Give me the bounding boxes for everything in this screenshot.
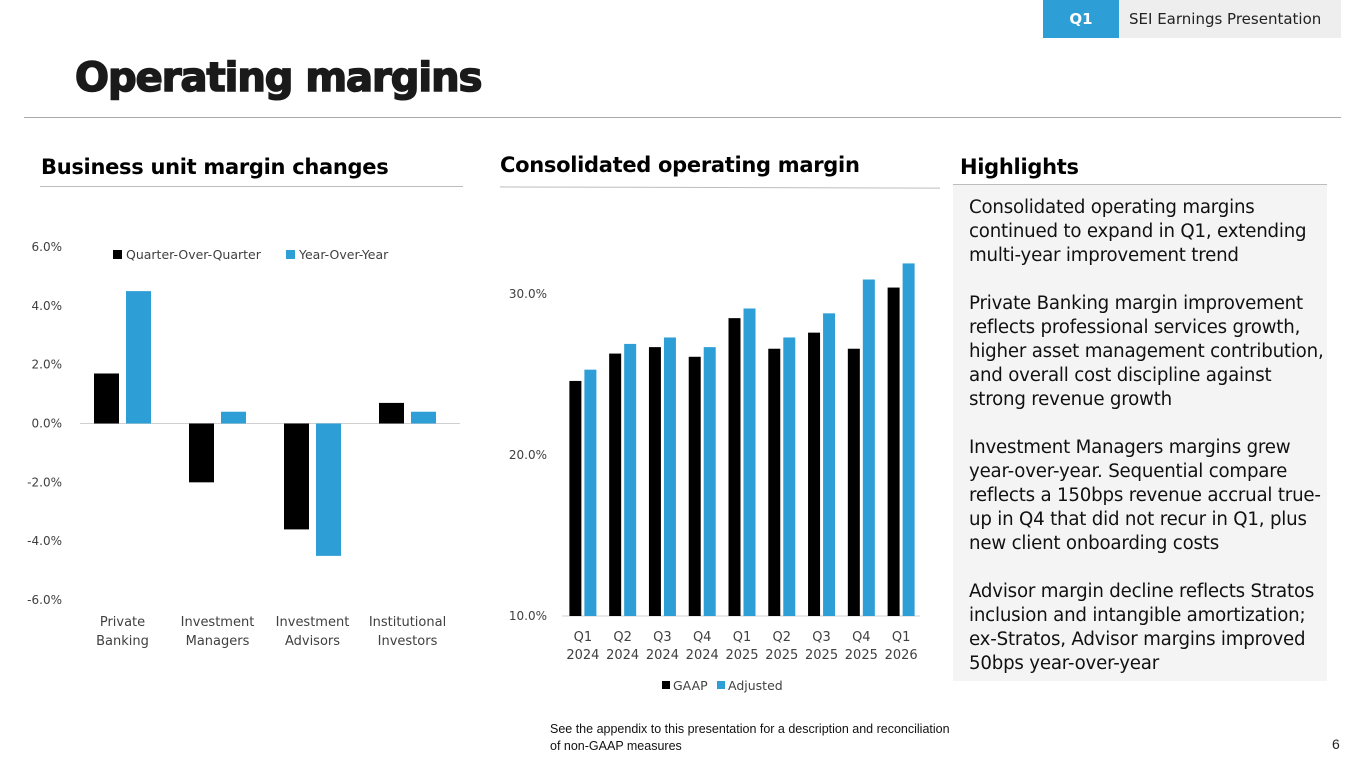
right-section-divider [953,184,1327,185]
bar-adjusted [663,337,676,616]
x-tick-label: 2025 [845,648,878,663]
x-tick-label: Institutional [369,615,446,630]
presentation-tag: Q1 2026 SEI Earnings Presentation [1043,0,1341,66]
bar-gaap [887,287,900,616]
bar-gaap [768,348,781,616]
legend-label: Adjusted [728,678,783,693]
bar-quarter-over-quarter [379,402,404,424]
bar-quarter-over-quarter [94,373,119,424]
bar-quarter-over-quarter [189,423,214,483]
x-tick-label: Investment [181,615,255,630]
x-tick-label: 2024 [606,648,639,663]
legend-swatch [113,250,122,259]
page-title: Operating margins [74,54,483,102]
x-tick-label: 2024 [686,648,719,663]
bar-year-over-year [316,423,341,556]
x-tick-label: 2024 [566,648,599,663]
x-tick-label: Q1 [892,630,911,645]
bar-gaap [728,318,741,616]
bar-year-over-year [126,291,151,424]
bar-adjusted [902,263,915,616]
bar-gaap [808,332,821,616]
legend-label: GAAP [673,678,708,693]
x-tick-label: Investment [276,615,350,630]
y-tick-label: 20.0% [509,448,547,462]
legend-label: Year-Over-Year [298,247,389,262]
footnote: See the appendix to this presentation fo… [550,722,950,753]
y-tick-label: -2.0% [27,475,62,489]
x-tick-label: 2026 [885,648,918,663]
bar-year-over-year [221,411,246,424]
bar-gaap [847,348,860,616]
highlight-item: Advisor margin decline reflects Stratos … [969,581,1315,674]
bar-adjusted [823,313,836,616]
page-number: 6 [1332,736,1340,752]
center-section-title: Consolidated operating margin [500,153,860,177]
bar-gaap [688,356,701,616]
right-section-title: Highlights [960,155,1079,179]
presentation-title: SEI Earnings Presentation [1119,0,1341,38]
bar-adjusted [743,308,756,616]
bar-adjusted [703,347,716,616]
bar-year-over-year [411,411,436,424]
x-tick-label: Q3 [653,630,672,645]
consolidated-margin-chart: 30.0% 20.0% 10.0% Q1 2024 Q2 2024 Q3 2024 Q4 2024 Q… [509,263,920,693]
legend-swatch [717,681,725,689]
business-unit-margin-chart: 6.0% 4.0% 2.0% 0.0% -2.0% -4.0% -6.0% Private Ba… [27,240,460,649]
x-tick-label: Q4 [852,630,871,645]
x-tick-label: Q1 [733,630,752,645]
y-tick-label: 6.0% [32,240,63,254]
legend-swatch [286,250,295,259]
x-tick-label: 2024 [646,648,679,663]
bar-quarter-over-quarter [284,423,309,530]
y-tick-label: -6.0% [27,593,62,607]
highlight-item: Consolidated operating margins continued… [969,197,1307,266]
x-tick-label: Q4 [693,630,712,645]
x-tick-label: Investors [378,634,438,649]
bar-gaap [569,380,582,616]
x-tick-label: Private [100,615,145,630]
x-tick-label: Q3 [812,630,831,645]
x-tick-label: 2025 [765,648,798,663]
title-divider [24,117,1341,118]
y-tick-label: 4.0% [32,299,63,313]
bar-gaap [648,347,661,616]
x-tick-label: Q1 [574,630,593,645]
highlights-panel: Consolidated operating margins continued… [953,185,1327,681]
bar-gaap [609,353,622,616]
period-tag: Q1 2026 [1043,0,1119,66]
center-section-divider [499,186,941,189]
bar-adjusted [584,369,597,616]
x-tick-label: 2025 [805,648,838,663]
bar-adjusted [862,279,875,616]
highlight-item: Investment Managers margins grew year-ov… [969,437,1321,554]
bar-adjusted [783,337,796,616]
bar-adjusted [624,343,637,616]
legend-label: Quarter-Over-Quarter [126,247,262,262]
highlight-item: Private Banking margin improvement refle… [969,293,1324,410]
x-tick-label: 2025 [725,648,758,663]
y-tick-label: 2.0% [32,358,63,372]
legend-swatch [662,681,670,689]
y-tick-label: 30.0% [509,287,547,301]
x-tick-label: Q2 [773,630,792,645]
left-section-divider [40,186,463,187]
y-tick-label: 10.0% [509,609,547,623]
left-section-title: Business unit margin changes [41,155,389,179]
y-tick-label: 0.0% [32,417,63,431]
y-tick-label: -4.0% [27,534,62,548]
x-tick-label: Banking [96,634,149,649]
x-tick-label: Managers [186,634,250,649]
x-tick-label: Q2 [613,630,632,645]
x-tick-label: Advisors [285,634,340,649]
